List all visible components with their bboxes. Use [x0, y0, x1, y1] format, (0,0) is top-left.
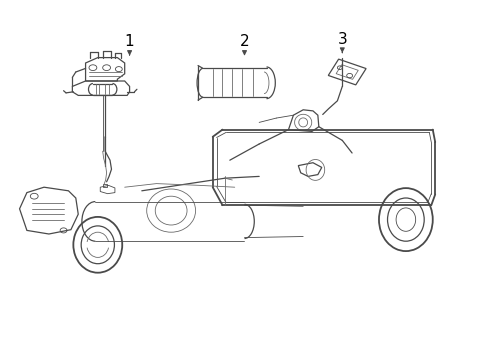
Text: 3: 3: [337, 32, 346, 47]
Text: 1: 1: [124, 34, 134, 49]
Text: 2: 2: [239, 34, 249, 49]
